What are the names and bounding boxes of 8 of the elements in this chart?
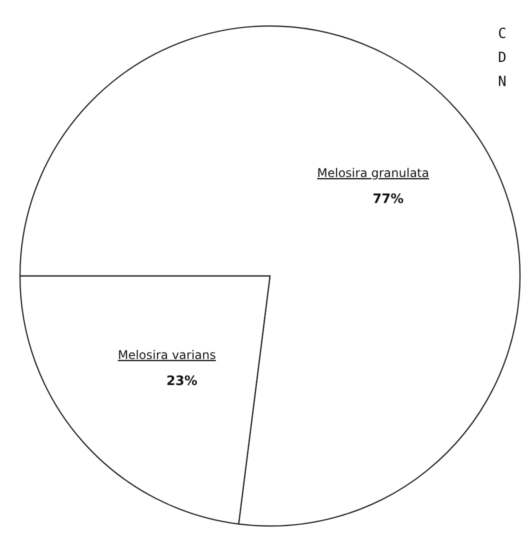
slice-label: Melosira granulata (317, 166, 430, 180)
data-label: 23% (166, 374, 198, 389)
pie-slice (19, 26, 520, 527)
slice-label: Melosira varians (118, 348, 216, 362)
data-label: 77% (372, 192, 404, 208)
text: C (498, 26, 506, 42)
text: N (498, 74, 506, 90)
text: D (498, 50, 506, 66)
